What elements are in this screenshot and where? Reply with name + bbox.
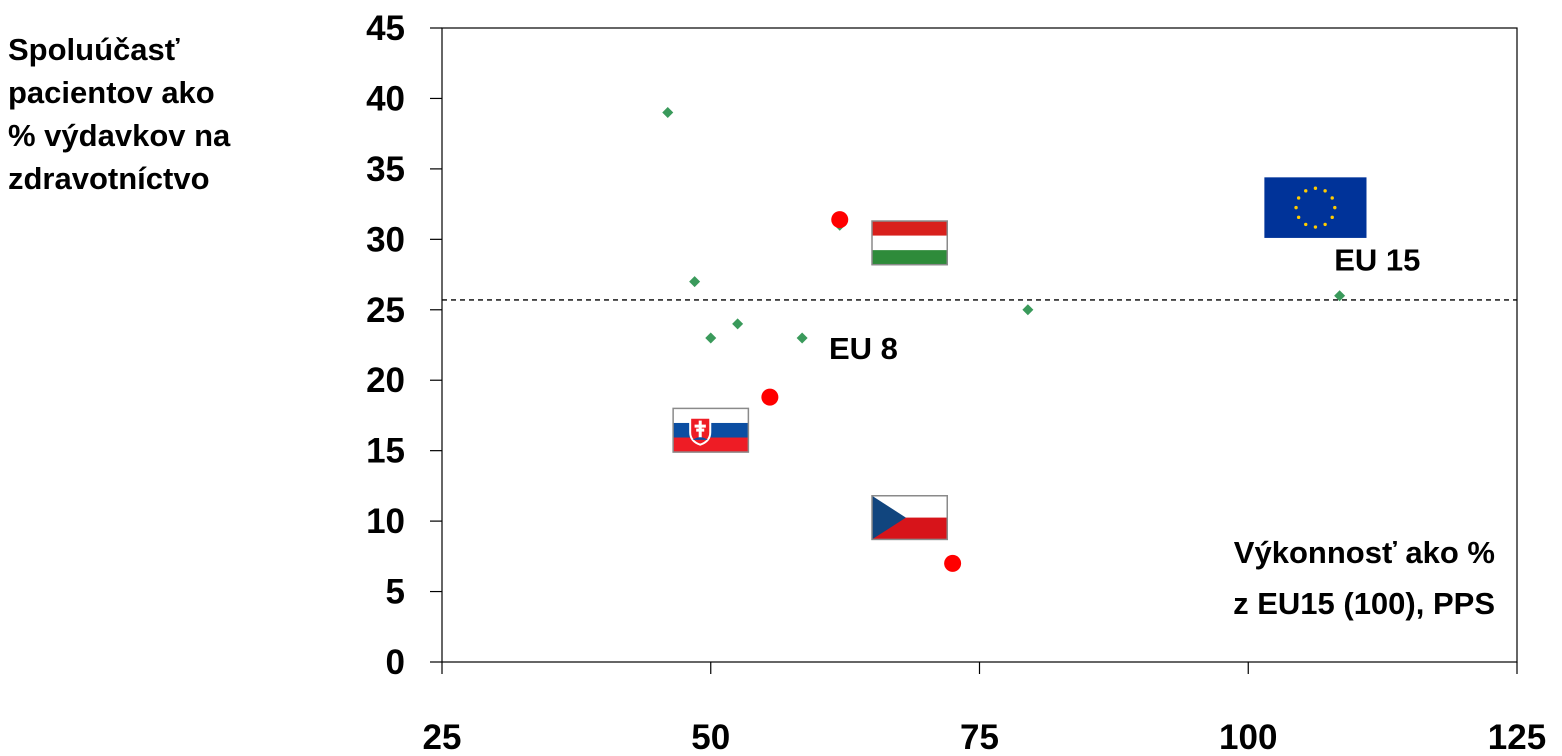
y-axis-label-line-1: Spoluúčasť (8, 32, 180, 67)
eu-star (1323, 222, 1327, 227)
hungary-flag (871, 220, 948, 266)
diamond-point (705, 332, 717, 344)
y-tick-label: 5 (386, 573, 405, 612)
diamond-point (1334, 290, 1346, 302)
circle-point (944, 554, 962, 572)
annotation-label: EU 8 (829, 331, 898, 366)
y-tick-label: 45 (366, 9, 405, 48)
y-tick-label: 0 (386, 643, 405, 682)
points-group (662, 107, 1346, 572)
y-axis-label-line-3: % výdavkov na (8, 118, 231, 153)
eu-star (1304, 222, 1308, 227)
y-tick-label: 40 (366, 79, 405, 118)
y-axis-label-line-2: pacientov ako (8, 75, 215, 110)
diamond-point (689, 276, 701, 288)
eu-star (1294, 205, 1298, 210)
eu-star (1323, 189, 1327, 193)
diamond-point (732, 318, 744, 330)
eu-star (1296, 215, 1301, 220)
eu-star (1330, 196, 1334, 200)
x-tick-label: 75 (960, 718, 999, 756)
x-tick-label: 100 (1219, 718, 1277, 756)
eu-star (1330, 215, 1334, 220)
eu-star (1313, 225, 1318, 229)
y-axis-label-line-4: zdravotníctvo (8, 161, 210, 196)
czech-flag (871, 495, 948, 541)
flags-group (672, 177, 1367, 541)
y-tick-label: 20 (366, 361, 405, 400)
eu-star (1296, 196, 1301, 200)
diamond-point (662, 107, 674, 119)
annotations-group: EU 8 EU 15 (829, 242, 1420, 366)
x-axis-label-line-2: z EU15 (100), PPS (1233, 586, 1495, 621)
x-axis-label-line-1: Výkonnosť ako % (1234, 535, 1495, 570)
eu-star (1304, 189, 1308, 193)
x-tick-label: 50 (691, 718, 730, 756)
y-tick-label: 25 (366, 291, 405, 330)
y-tick-label: 35 (366, 150, 405, 189)
eu-star (1313, 186, 1318, 190)
eu-flag (1264, 177, 1367, 238)
slovakia-flag (672, 407, 750, 453)
axes (430, 27, 1518, 674)
circle-point (761, 388, 779, 406)
y-tick-label: 15 (366, 432, 405, 471)
y-axis-label: Spoluúčasť pacientov ako % výdavkov na z… (8, 28, 338, 200)
y-tick-label: 10 (366, 502, 405, 541)
diamond-point (796, 332, 808, 344)
diamond-point (1022, 304, 1034, 316)
annotation-label: EU 15 (1334, 242, 1420, 277)
circle-point (831, 211, 849, 229)
y-tick-label: 30 (366, 220, 405, 259)
x-tick-label: 125 (1488, 718, 1546, 756)
x-tick-label: 25 (423, 718, 462, 756)
eu-star (1333, 205, 1337, 210)
tick-labels: 0 5 10 15 20 25 30 35 40 45 25 50 75 100 125 (366, 9, 1546, 756)
